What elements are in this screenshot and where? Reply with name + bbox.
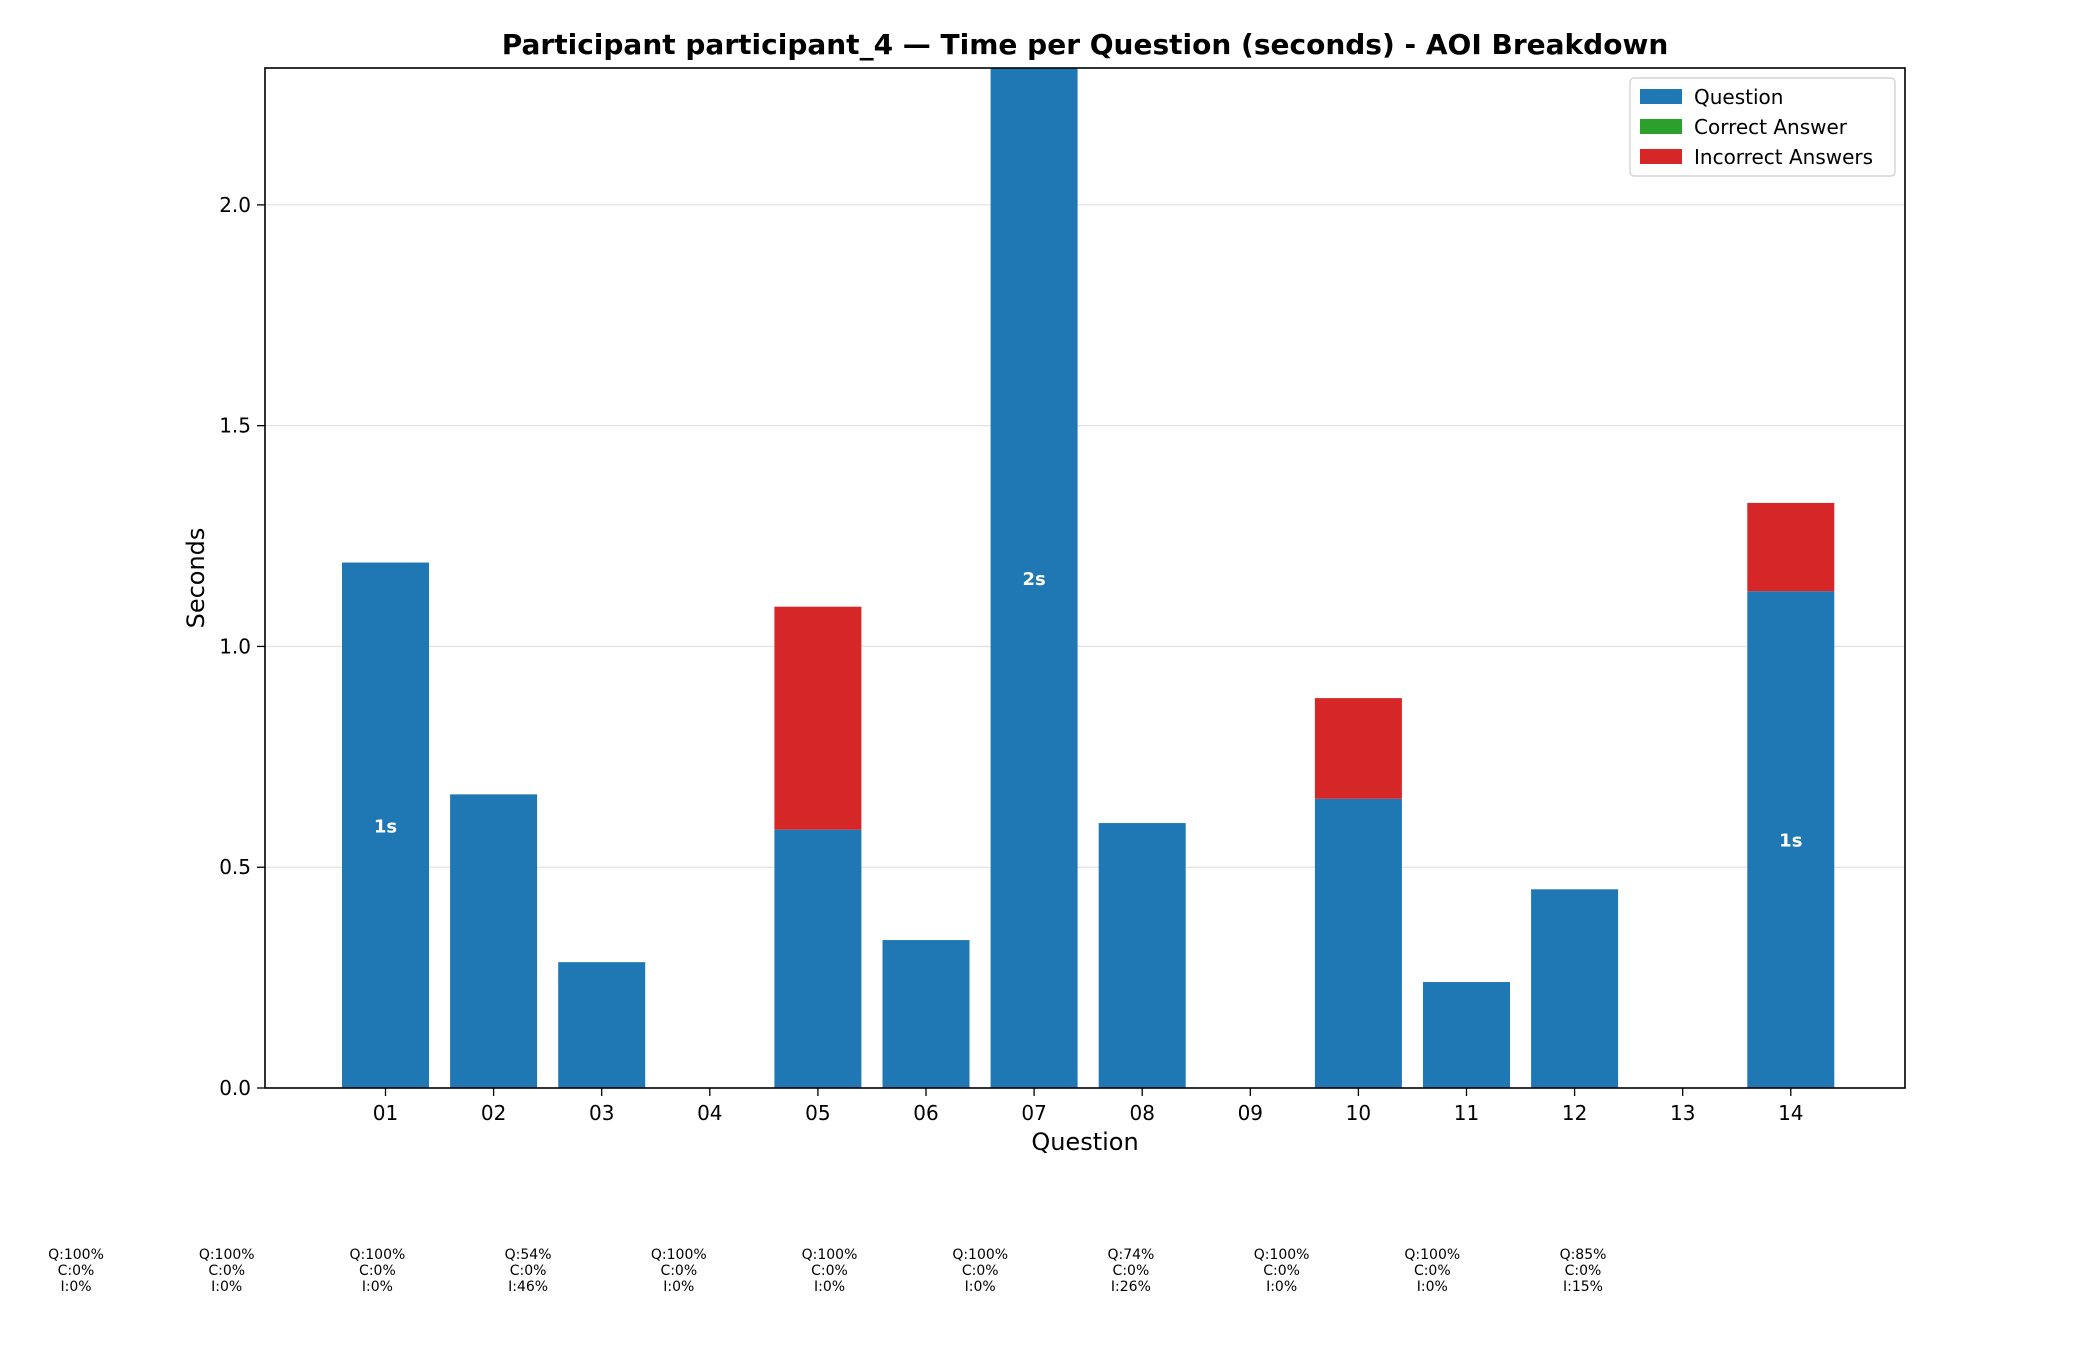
x-tick-label: 12 <box>1562 1101 1587 1125</box>
bar-segment-question <box>990 68 1078 1088</box>
bar-segment-question <box>1531 889 1619 1088</box>
breakdown-annotation-line: C:0% <box>510 1263 547 1279</box>
breakdown-annotation-line: I:0% <box>60 1279 91 1295</box>
breakdown-annotation-line: Q:54% <box>505 1247 552 1263</box>
legend-entry: Incorrect Answers <box>1694 145 1873 169</box>
bar-segment-question <box>1423 982 1510 1088</box>
bar-segment-incorrect-answers <box>1314 698 1402 799</box>
x-tick-label: 14 <box>1778 1101 1803 1125</box>
x-tick-label: 11 <box>1454 1101 1479 1125</box>
legend-box <box>1629 77 1896 177</box>
legend: Question Correct Answer Incorrect Answers <box>1629 77 1896 177</box>
breakdown-annotation-line: I:0% <box>362 1279 393 1295</box>
breakdown-annotation-line: Q:100% <box>48 1247 104 1263</box>
breakdown-annotation-line: Q:100% <box>1404 1247 1460 1263</box>
x-tick-label: 04 <box>697 1101 722 1125</box>
legend-swatch <box>1640 89 1682 104</box>
bar-total-label: 1s <box>374 816 397 837</box>
breakdown-annotation-line: Q:74% <box>1107 1247 1154 1263</box>
breakdown-annotation-line: Q:100% <box>802 1247 858 1263</box>
bar-segment-question <box>1098 823 1186 1088</box>
breakdown-annotation-line: C:0% <box>811 1263 848 1279</box>
y-tick-label: 1.5 <box>219 414 251 438</box>
breakdown-annotation-line: Q:100% <box>1254 1247 1310 1263</box>
bar-segment-question <box>882 940 970 1088</box>
chart-title: Participant participant_4 — Time per Que… <box>502 28 1669 61</box>
breakdown-annotation-line: C:0% <box>1414 1263 1451 1279</box>
x-tick-label: 02 <box>481 1101 506 1125</box>
bar-total-label: 2s <box>1022 569 1045 590</box>
x-tick-label: 07 <box>1021 1101 1046 1125</box>
breakdown-annotation-line: Q:100% <box>350 1247 406 1263</box>
x-tick-label: 10 <box>1346 1101 1371 1125</box>
x-tick-label: 01 <box>373 1101 398 1125</box>
y-axis-label: Seconds <box>182 528 210 629</box>
bar-segment-question <box>1747 591 1835 1088</box>
breakdown-annotation-line: I:0% <box>814 1279 845 1295</box>
breakdown-annotation-line: I:0% <box>1417 1279 1448 1295</box>
x-tick-label: 03 <box>589 1101 614 1125</box>
legend-swatch <box>1640 119 1682 134</box>
breakdown-annotation-line: Q:100% <box>199 1247 255 1263</box>
breakdown-annotation-line: Q:85% <box>1560 1247 1607 1263</box>
y-tick-label: 2.0 <box>219 193 251 217</box>
breakdown-annotation-line: C:0% <box>359 1263 396 1279</box>
legend-entry: Correct Answer <box>1694 115 1848 139</box>
breakdown-annotation-line: I:46% <box>508 1279 548 1295</box>
breakdown-annotation-line: Q:100% <box>952 1247 1008 1263</box>
breakdown-annotation-line: C:0% <box>1263 1263 1300 1279</box>
y-axis: 0.0 0.5 1.0 1.5 2.0 <box>219 193 265 1100</box>
breakdown-annotation-line: C:0% <box>962 1263 999 1279</box>
gridlines <box>265 204 1905 868</box>
bar-total-label: 1s <box>1779 831 1802 852</box>
x-tick-label: 13 <box>1670 1101 1695 1125</box>
x-tick-label: 09 <box>1238 1101 1263 1125</box>
y-tick-label: 0.0 <box>219 1076 251 1100</box>
x-axis-label: Question <box>1031 1128 1138 1156</box>
x-tick-label: 08 <box>1129 1101 1154 1125</box>
bar-segment-question <box>342 562 429 1088</box>
legend-swatch <box>1640 149 1682 164</box>
plot-frame <box>264 67 1906 1089</box>
bar-segment-question <box>450 794 538 1088</box>
bar-label-group: 1s 2s 1s <box>374 569 1803 852</box>
breakdown-annotation-line: I:0% <box>965 1279 996 1295</box>
bar-segment-incorrect-answers <box>1747 502 1835 592</box>
breakdown-annotation-line: I:0% <box>663 1279 694 1295</box>
bar-group <box>342 68 1835 1088</box>
x-tick-label: 06 <box>913 1101 938 1125</box>
breakdown-annotation-line: I:0% <box>211 1279 242 1295</box>
bar-segment-question <box>558 962 646 1088</box>
legend-entry: Question <box>1694 85 1783 109</box>
breakdown-annotation-line: C:0% <box>58 1263 95 1279</box>
breakdown-annotations: Q:100%C:0%I:0%Q:100%C:0%I:0%Q:100%C:0%I:… <box>48 1247 1606 1295</box>
breakdown-annotation-line: I:26% <box>1111 1279 1151 1295</box>
x-axis: 01 02 03 04 05 06 07 08 09 10 11 12 13 14 <box>373 1088 1804 1125</box>
y-tick-label: 0.5 <box>219 855 251 879</box>
breakdown-annotation-line: C:0% <box>1113 1263 1150 1279</box>
bar-segment-question <box>774 829 862 1088</box>
x-tick-label: 05 <box>805 1101 830 1125</box>
breakdown-annotation-line: Q:100% <box>651 1247 707 1263</box>
breakdown-annotation-line: C:0% <box>660 1263 697 1279</box>
breakdown-annotation-line: I:15% <box>1563 1279 1603 1295</box>
y-tick-label: 1.0 <box>219 634 251 658</box>
breakdown-annotation-line: C:0% <box>208 1263 245 1279</box>
breakdown-annotation-line: C:0% <box>1565 1263 1602 1279</box>
bar-segment-question <box>1314 798 1402 1088</box>
bar-segment-incorrect-answers <box>774 606 862 830</box>
breakdown-annotation-line: I:0% <box>1266 1279 1297 1295</box>
